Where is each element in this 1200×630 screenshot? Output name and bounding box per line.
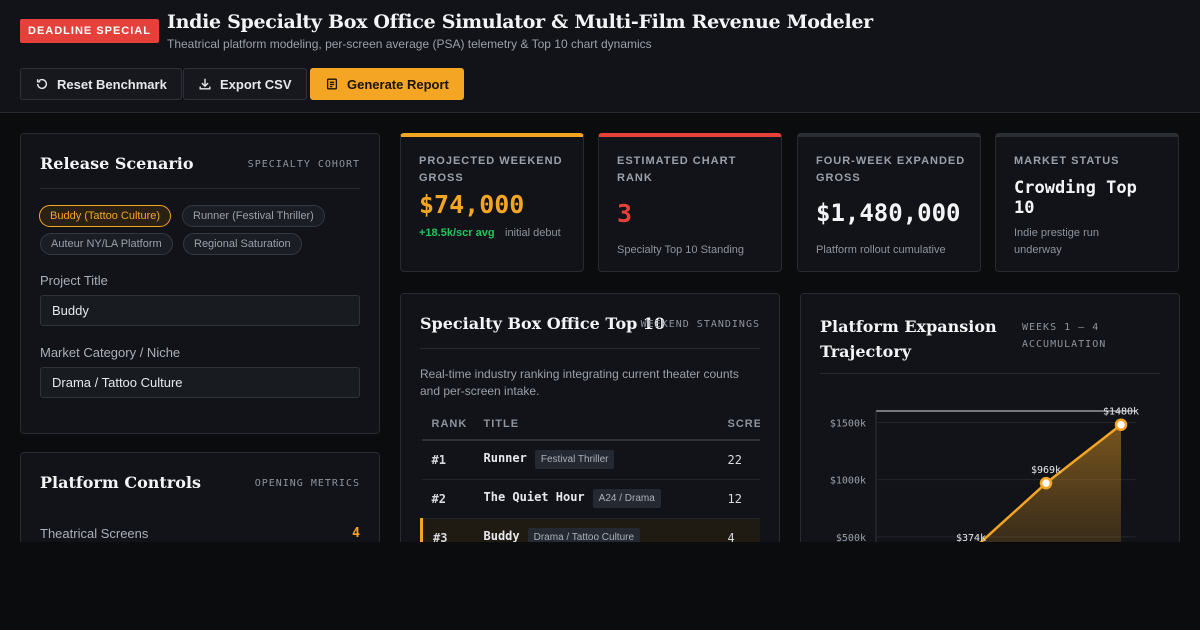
app-header: DEADLINE SPECIAL Indie Specialty Box Off… (0, 0, 1200, 113)
expansion-chart: $500k $1000k $1500k $374k $969k $1480k (830, 407, 1139, 572)
top10-title: Specialty Box Office Top 10 (420, 314, 666, 333)
project-title-input[interactable] (40, 295, 360, 326)
market-status-value: Crowding Top 10 (1014, 178, 1137, 218)
expansion-tag: WEEKS 1 – 4 ACCUMULATION (1022, 322, 1107, 350)
scenario-chip-auteur[interactable]: Auteur NY/LA Platform (40, 233, 173, 255)
app-title: Indie Specialty Box Office Simulator & M… (167, 11, 873, 33)
divider (420, 348, 760, 349)
data-point (1039, 476, 1053, 490)
y-tick-label: $1500k (830, 418, 866, 429)
weekend-gross-value: $74,000 (419, 190, 525, 219)
debut-note: initial debut (505, 227, 561, 239)
market-status-stat: MARKET STATUS Crowding Top 10 Indie pres… (995, 133, 1179, 272)
col-rank[interactable]: RANK (421, 409, 474, 441)
app-subtitle: Theatrical platform modeling, per-screen… (167, 37, 652, 51)
expansion-title: Platform Expansion Trajectory (820, 317, 997, 361)
page-background (0, 542, 1200, 630)
chart-rank-stat: ESTIMATED CHART RANK 3 Specialty Top 10 … (598, 133, 782, 272)
reset-icon (36, 78, 48, 90)
weekend-gross-label: PROJECTED WEEKEND GROSS (419, 155, 563, 184)
screens-value: 4 (352, 526, 360, 541)
market-status-label: MARKET STATUS (1014, 155, 1120, 167)
chart-rank-note: Specialty Top 10 Standing (617, 244, 744, 256)
data-point (1114, 418, 1128, 431)
scenario-chip-buddy[interactable]: Buddy (Tattoo Culture) (39, 205, 172, 227)
generate-report-button[interactable]: Generate Report (310, 68, 464, 100)
chart-rank-label: ESTIMATED CHART RANK (617, 155, 737, 184)
y-tick-label: $500k (836, 533, 866, 544)
four-week-gross-note: Platform rollout cumulative (816, 244, 946, 256)
data-label: $374k (956, 533, 986, 544)
release-scenario-card: Release Scenario SPECIALTY COHORT Buddy … (20, 133, 380, 434)
series-area (925, 424, 1121, 572)
platform-controls-tag: OPENING METRICS (254, 478, 360, 489)
four-week-gross-stat: FOUR-WEEK EXPANDED GROSS $1,480,000 Plat… (797, 133, 981, 272)
reset-benchmark-button[interactable]: Reset Benchmark (20, 68, 182, 100)
four-week-gross-value: $1,480,000 (816, 199, 961, 227)
release-scenario-title: Release Scenario (40, 154, 194, 173)
data-label: $969k (1031, 465, 1061, 476)
col-title[interactable]: TITLE (473, 409, 718, 441)
category-input[interactable] (40, 367, 360, 398)
top10-description: Real-time industry ranking integrating c… (420, 367, 739, 398)
table-row[interactable]: #1 Runner Festival Thriller 22 (421, 440, 760, 480)
genre-tag: Festival Thriller (534, 450, 615, 470)
divider (820, 373, 1160, 374)
four-week-gross-label: FOUR-WEEK EXPANDED GROSS (816, 155, 966, 184)
top10-tag: WEEKEND STANDINGS (640, 319, 760, 330)
deadline-badge: DEADLINE SPECIAL (20, 19, 159, 43)
chart-rank-value: 3 (617, 199, 633, 228)
col-screens[interactable]: SCREENS (717, 409, 760, 441)
weekend-gross-stat: PROJECTED WEEKEND GROSS $74,000 +18.5k/s… (400, 133, 584, 272)
market-status-note: Indie prestige run underway (1014, 227, 1099, 256)
scenario-chip-runner[interactable]: Runner (Festival Thriller) (182, 205, 325, 227)
release-scenario-tag: SPECIALTY COHORT (247, 159, 360, 170)
download-icon (199, 78, 211, 90)
screens-label: Theatrical Screens (40, 526, 149, 541)
table-row[interactable]: #2 The Quiet Hour A24 / Drama 12 (421, 479, 760, 519)
genre-tag: A24 / Drama (592, 489, 661, 508)
psa-note: +18.5k/scr avg (419, 227, 495, 239)
platform-controls-title: Platform Controls (40, 473, 201, 492)
scenario-chip-regional[interactable]: Regional Saturation (183, 233, 302, 255)
data-label: $1480k (1103, 407, 1139, 418)
y-tick-label: $1000k (830, 476, 866, 487)
project-title-label: Project Title (40, 273, 108, 288)
category-label: Market Category / Niche (40, 345, 181, 360)
expansion-card: Platform Expansion Trajectory WEEKS 1 – … (800, 293, 1180, 573)
report-icon (326, 78, 338, 90)
divider (40, 188, 360, 189)
export-csv-button[interactable]: Export CSV (183, 68, 307, 100)
